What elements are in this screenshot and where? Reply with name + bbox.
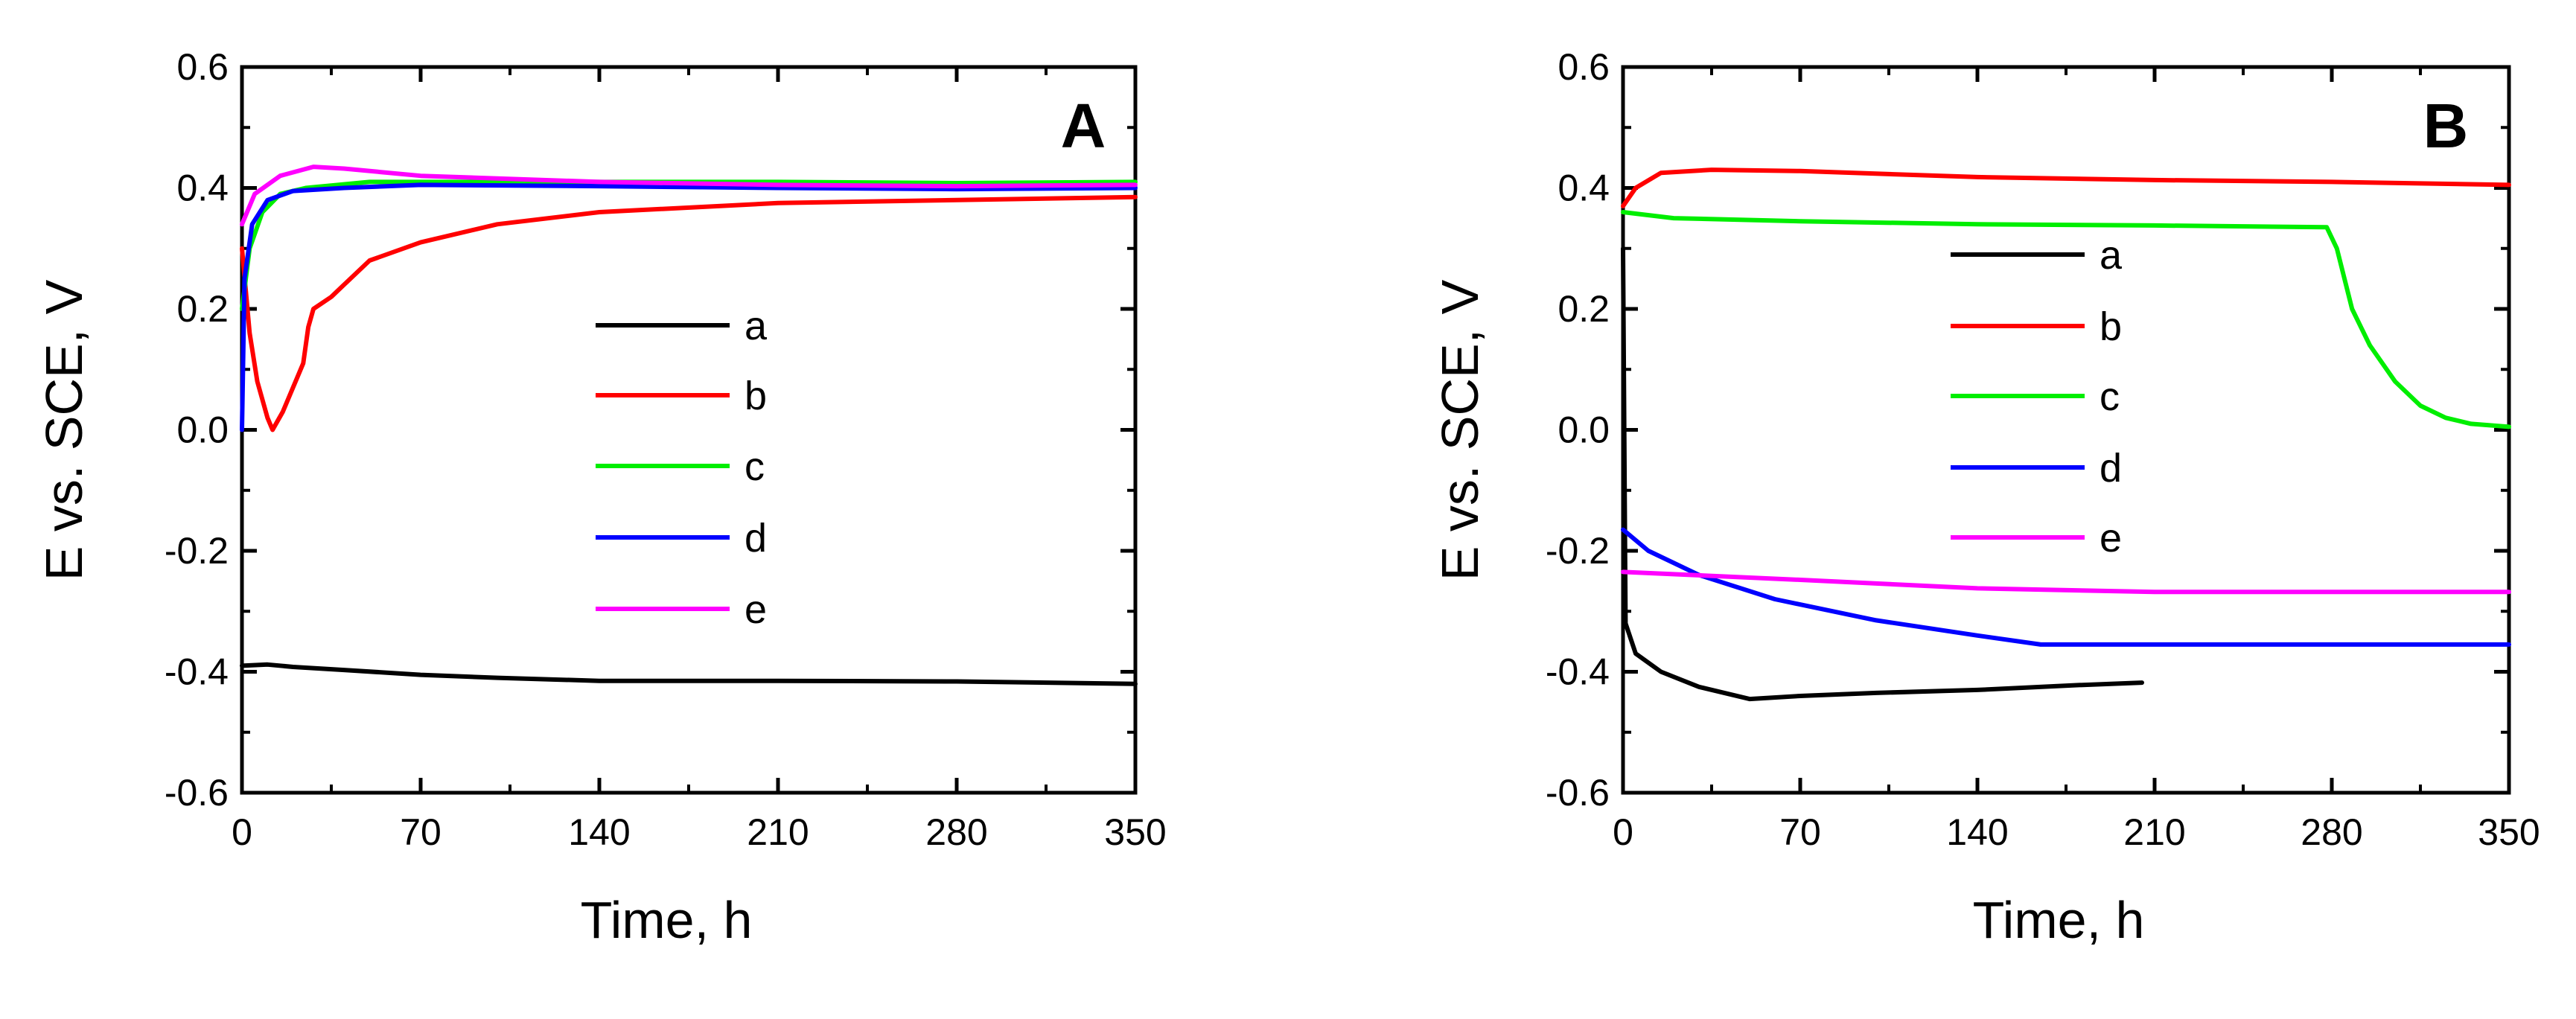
panel-a-y-tick-label: 0.4 [176,167,229,209]
panel-a-series-c-line [240,179,1138,311]
panel-b-legend-label-c: c [2100,374,2120,419]
panel-a-x-tick-label: 0 [232,811,252,853]
panel-a-x-tick-label: 70 [400,811,441,853]
panel-b-y-tick-label: -0.2 [1546,530,1610,572]
panel-b-legend-label-b: b [2100,304,2122,349]
panel-a-y-tick-label: 0.6 [176,46,229,88]
panel-a-y-tick-label: 0.0 [176,409,229,451]
panel-a-y-tick-label: 0.2 [176,288,229,330]
panel-b-tick-labels: 0 70 140 210 280 350 -0.6 -0.4 -0.2 0.0 0.2 0.4 0.6 [1546,46,2540,853]
panel-a-series [240,164,1138,686]
panel-a-legend-label-b: b [745,374,767,418]
panel-b-y-tick-label: 0.4 [1558,167,1610,209]
panel-a: 0 70 140 210 280 350-0.6-0.4-0.20.00.20.40.6 … [35,46,1167,949]
panel-b-x-tick-label: 210 [2123,811,2185,853]
panel-a-x-title: Time, h [581,891,753,949]
panel-a-legend-label-d: d [745,516,767,560]
panel-b-series-c-line [1621,210,2511,429]
panel-b-x-tick-label: 350 [2478,811,2540,853]
panel-a-x-tick-label: 280 [925,811,987,853]
panel-a-series-e-line [240,164,1138,227]
panel-b-x-tick-label: 70 [1779,811,1821,853]
panel-b-legend-label-e: e [2100,516,2122,560]
panel-b-x-tick-label: 140 [1946,811,2008,853]
panel-a-y-tick-label: -0.2 [165,530,229,572]
panel-b-x-tick-label: 0 [1613,811,1633,853]
panel-b-series-d-line [1621,527,2511,647]
panel-b-legend-label-a: a [2100,233,2123,278]
panel-b-y-tick-label: -0.6 [1546,772,1610,814]
panel-a-legend-label-e: e [745,587,767,632]
panel-a-tick-labels: 0 70 140 210 280 350 -0.6 -0.4 -0.2 0.0 0.2 0.4 0.6 [165,46,1167,853]
panel-b-series-b-line [1621,167,2511,208]
panel-a-y-title: E vs. SCE, V [35,279,93,581]
panel-a-y-tick-label: -0.6 [165,772,229,814]
panel-a-series-a-line [240,662,1138,686]
panel-a-series-d-line [240,182,1138,432]
panel-b-y-tick-label: -0.4 [1546,651,1610,693]
panel-a-y-tick-label: -0.4 [165,651,229,693]
panel-a-letter: A [1061,91,1106,161]
panel-a-x-tick-label: 210 [747,811,809,853]
panel-a-series-b-line [240,194,1138,432]
panel-b-y-tick-label: 0.2 [1558,288,1610,330]
panel-a-x-tick-label: 350 [1104,811,1166,853]
panel-b-x-title: Time, h [1973,891,2145,949]
panel-b-letter: B [2423,91,2469,161]
panel-b-y-title: E vs. SCE, V [1431,279,1489,581]
panel-b-y-tick-label: 0.0 [1558,409,1610,451]
panel-a-ticks [240,65,1138,795]
panel-b: 0 70 140 210 280 350-0.6-0.4-0.20.00.20.40.6 … [1431,46,2540,949]
panel-b-series-e-line [1621,569,2511,595]
panel-b-series [1621,167,2511,702]
panel-a-legend-label-c: c [745,444,765,489]
panel-b-series-a-line [1621,246,2144,702]
panel-a-x-tick-label: 140 [568,811,630,853]
panel-b-legend-label-d: d [2100,446,2122,491]
panel-a-legend-label-a: a [745,304,768,348]
panel-b-y-tick-label: 0.6 [1558,46,1610,88]
panel-b-x-tick-label: 280 [2301,811,2362,853]
